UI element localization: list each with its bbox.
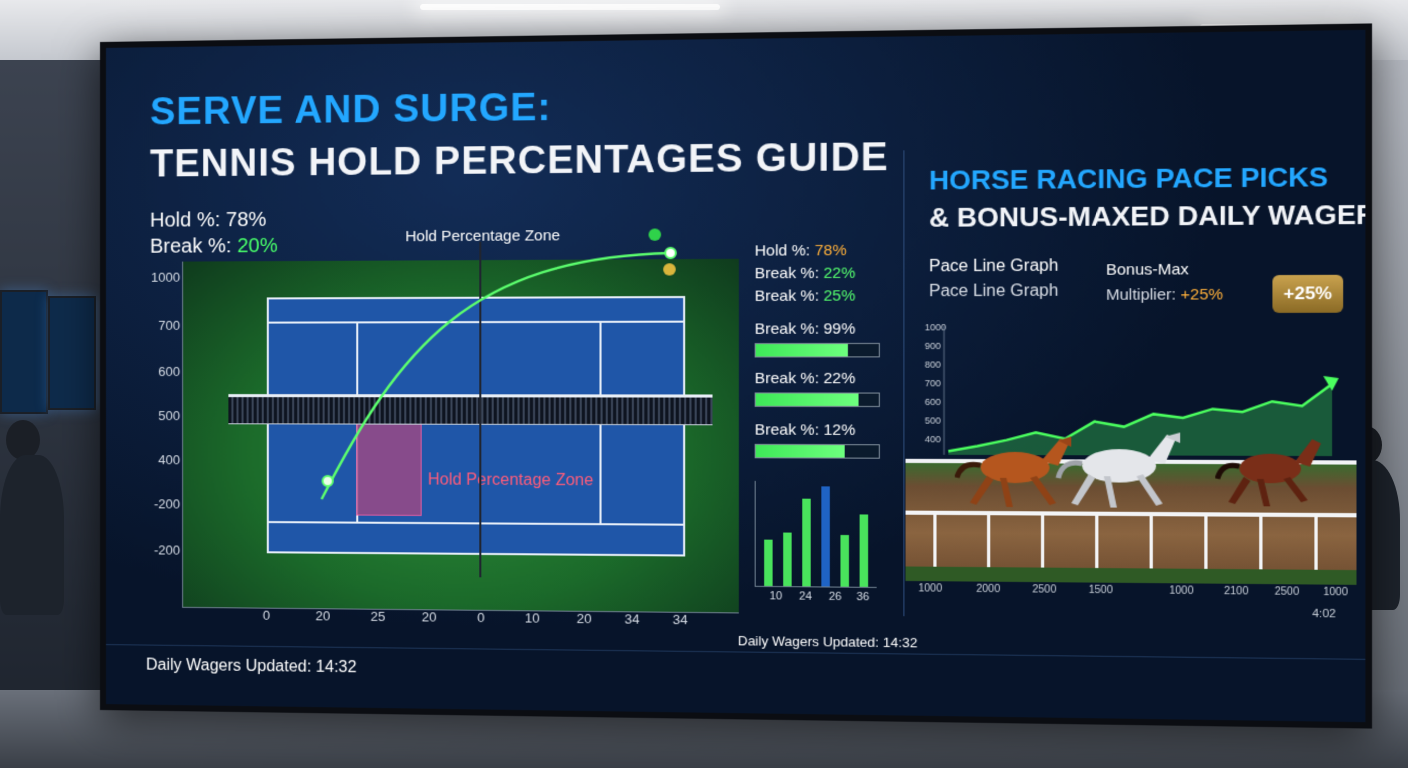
- mid-break-value: 22%: [823, 264, 855, 282]
- break-progress-bar: [755, 392, 880, 407]
- rail-post: [1095, 512, 1098, 570]
- mid-break-stat: Break %: 25%: [755, 287, 856, 305]
- bonus-multiplier: Multiplier: +25%: [1106, 286, 1223, 304]
- pace-x-tick: 2500: [1032, 584, 1056, 596]
- left-wall: [0, 60, 110, 768]
- racing-title: Horse Racing Pace Picks: [929, 161, 1328, 197]
- pace-x-tick: 1000: [1169, 585, 1193, 597]
- x-tick: 34: [673, 612, 688, 628]
- x-tick: 20: [422, 609, 437, 624]
- rail-post: [987, 511, 990, 569]
- mini-bar: [783, 533, 791, 587]
- rail-post: [1041, 511, 1044, 569]
- mini-bar: [802, 499, 810, 587]
- bar-fill: [756, 344, 848, 356]
- x-tick: 25: [371, 609, 386, 624]
- mid-break-stat: Break %: 22%: [755, 264, 856, 282]
- rail-post: [1204, 512, 1207, 571]
- mini-bar-tick: 26: [829, 591, 842, 604]
- mini-bar-tick: 24: [799, 590, 812, 602]
- break-progress-bar: [755, 444, 880, 459]
- x-tick: 0: [477, 610, 484, 625]
- tennis-ball-icon: [649, 228, 662, 240]
- tennis-ball-icon: [663, 263, 676, 275]
- horse-icon: [1215, 422, 1325, 511]
- pace-graph-subtitle: Pace Line Graph: [929, 282, 1058, 301]
- bar-fill: [756, 393, 859, 405]
- mid-break-label: Break %:: [755, 287, 824, 305]
- pace-x-tick: 1000: [1323, 587, 1348, 599]
- mid-hold-label: Hold %:: [755, 242, 815, 260]
- mini-bar: [860, 514, 869, 586]
- ball-trajectory: [106, 39, 742, 615]
- mini-bar: [821, 486, 829, 586]
- rail-post: [933, 511, 936, 569]
- bonus-badge: +25%: [1272, 275, 1343, 313]
- ball-end-dot: [665, 248, 675, 258]
- ball-start-dot: [323, 476, 333, 486]
- x-tick: 0: [263, 608, 270, 623]
- mini-bar: [764, 540, 772, 586]
- panel-divider: [903, 150, 904, 616]
- racing-subtitle: & Bonus-Maxed Daily Wagers: [929, 198, 1372, 234]
- x-tick: 10: [525, 610, 540, 625]
- bar-label: Break %: 22%: [755, 370, 856, 388]
- bonus-title: Bonus-Max: [1106, 261, 1189, 279]
- mini-bar-chart: [755, 481, 877, 588]
- background-monitor: [0, 290, 48, 414]
- person-left: [6, 420, 40, 460]
- trajectory-arc: [322, 253, 671, 501]
- wagers-updated: Daily Wagers Updated: 14:32: [146, 657, 357, 678]
- mini-bar-tick: 36: [856, 591, 869, 604]
- break-progress-bar: [755, 343, 880, 358]
- mid-break-value: 25%: [823, 287, 855, 305]
- pace-x-tick: 1000: [918, 583, 942, 595]
- mini-bar: [840, 535, 849, 587]
- bonus-multiplier-label: Multiplier:: [1106, 286, 1181, 304]
- wagers-updated-center: Daily Wagers Updated: 14:32: [738, 633, 918, 651]
- bar-label: Break %: 12%: [755, 421, 856, 439]
- pace-graph-title: Pace Line Graph: [929, 257, 1058, 276]
- pace-x-tick: 1500: [1089, 585, 1113, 597]
- clock-readout: 4:02: [1312, 608, 1336, 621]
- x-tick: 20: [577, 611, 592, 626]
- ceiling-light: [420, 4, 720, 10]
- mid-hold-value: 78%: [815, 242, 847, 260]
- bar-label: Break %: 99%: [755, 320, 856, 338]
- pace-x-tick: 2100: [1224, 586, 1248, 598]
- rail-post: [1150, 512, 1153, 571]
- x-tick: 20: [315, 608, 330, 623]
- rail-post: [1259, 513, 1262, 572]
- main-display: Serve and Surge: Tennis Hold Percentages…: [100, 23, 1372, 728]
- pace-x-tick: 2500: [1275, 586, 1300, 598]
- mini-bar-tick: 10: [769, 590, 782, 602]
- x-tick: 34: [625, 611, 640, 627]
- mid-hold-stat: Hold %: 78%: [755, 242, 847, 260]
- rail-post: [1314, 513, 1317, 572]
- bonus-multiplier-value: +25%: [1181, 286, 1224, 304]
- person-left: [0, 455, 64, 615]
- bar-fill: [756, 445, 844, 458]
- background-monitor: [48, 296, 96, 410]
- mid-break-label: Break %:: [755, 265, 824, 283]
- horse-icon: [1054, 416, 1185, 515]
- pace-x-tick: 2000: [976, 584, 1000, 596]
